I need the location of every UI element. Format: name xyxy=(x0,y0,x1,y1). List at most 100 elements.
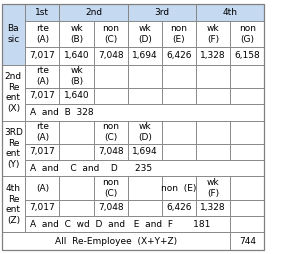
Bar xyxy=(230,232,264,250)
Text: non
(E): non (E) xyxy=(170,24,188,44)
Text: rte
(A): rte (A) xyxy=(36,122,49,142)
Text: non  (E): non (E) xyxy=(161,184,197,193)
Bar xyxy=(128,21,162,47)
Bar xyxy=(196,88,230,104)
Text: 2nd
Re
ent
(X): 2nd Re ent (X) xyxy=(5,72,22,113)
Bar xyxy=(59,177,94,200)
Bar xyxy=(230,120,264,144)
Bar xyxy=(25,216,230,232)
Text: 2nd: 2nd xyxy=(85,8,102,17)
Bar xyxy=(162,88,196,104)
Text: wk
(F): wk (F) xyxy=(207,24,220,44)
Text: 4th: 4th xyxy=(223,8,238,17)
Bar xyxy=(25,65,59,88)
Text: 1,328: 1,328 xyxy=(200,203,226,212)
Bar xyxy=(94,177,128,200)
Bar xyxy=(25,88,59,104)
Bar xyxy=(162,177,196,200)
Bar xyxy=(162,144,196,160)
Text: 1,640: 1,640 xyxy=(64,91,89,100)
Bar xyxy=(94,88,128,104)
Text: All  Re-Employee  (X+Y+Z): All Re-Employee (X+Y+Z) xyxy=(55,237,177,246)
Text: 6,426: 6,426 xyxy=(166,51,192,60)
Bar xyxy=(25,160,264,177)
Bar xyxy=(196,144,230,160)
Bar xyxy=(2,120,25,177)
Bar xyxy=(59,21,94,47)
Bar xyxy=(162,120,196,144)
Bar xyxy=(230,216,264,232)
Text: wk
(D): wk (D) xyxy=(138,122,152,142)
Text: 1,694: 1,694 xyxy=(132,51,158,60)
Bar xyxy=(230,65,264,88)
Bar xyxy=(94,120,128,144)
Text: 4th
Re
ent
(Z): 4th Re ent (Z) xyxy=(6,184,21,225)
Bar xyxy=(25,104,264,120)
Text: A  and    C  and    D      235: A and C and D 235 xyxy=(30,164,152,173)
Text: 1st: 1st xyxy=(35,8,49,17)
Bar xyxy=(2,4,264,250)
Bar xyxy=(128,47,162,65)
Bar xyxy=(162,65,196,88)
Bar xyxy=(94,65,128,88)
Text: (A): (A) xyxy=(36,184,49,193)
Bar xyxy=(230,200,264,216)
Bar xyxy=(59,88,94,104)
Bar xyxy=(59,200,94,216)
Bar xyxy=(230,88,264,104)
Text: rte
(A): rte (A) xyxy=(36,24,49,44)
Bar xyxy=(128,4,196,21)
Bar xyxy=(25,21,59,47)
Bar xyxy=(59,4,128,21)
Bar xyxy=(59,47,94,65)
Text: 7,017: 7,017 xyxy=(30,203,55,212)
Text: 1,328: 1,328 xyxy=(200,51,226,60)
Bar xyxy=(128,200,162,216)
Bar xyxy=(162,21,196,47)
Bar xyxy=(128,144,162,160)
Bar xyxy=(25,144,59,160)
Text: non
(C): non (C) xyxy=(102,178,119,198)
Bar xyxy=(2,177,25,232)
Bar xyxy=(94,144,128,160)
Bar xyxy=(128,177,162,200)
Bar xyxy=(2,232,230,250)
Text: 6,426: 6,426 xyxy=(166,203,192,212)
Bar xyxy=(128,65,162,88)
Bar xyxy=(25,47,59,65)
Text: 6,158: 6,158 xyxy=(235,51,260,60)
Bar xyxy=(162,47,196,65)
Bar xyxy=(196,4,264,21)
Bar xyxy=(196,177,230,200)
Bar xyxy=(196,47,230,65)
Bar xyxy=(25,120,59,144)
Text: 744: 744 xyxy=(239,237,256,246)
Bar xyxy=(59,65,94,88)
Text: 1,694: 1,694 xyxy=(132,147,158,156)
Bar xyxy=(25,4,59,21)
Text: 7,017: 7,017 xyxy=(30,91,55,100)
Bar xyxy=(2,4,25,65)
Text: rte
(A): rte (A) xyxy=(36,67,49,86)
Bar xyxy=(196,120,230,144)
Bar xyxy=(230,47,264,65)
Bar xyxy=(196,65,230,88)
Text: 7,048: 7,048 xyxy=(98,147,124,156)
Text: Ba
sic: Ba sic xyxy=(7,24,20,44)
Bar xyxy=(59,144,94,160)
Text: 7,017: 7,017 xyxy=(30,51,55,60)
Bar xyxy=(196,21,230,47)
Text: wk
(D): wk (D) xyxy=(138,24,152,44)
Bar xyxy=(94,21,128,47)
Text: 7,048: 7,048 xyxy=(98,203,124,212)
Text: A  and  B  328: A and B 328 xyxy=(30,108,94,117)
Bar xyxy=(162,200,196,216)
Text: 3rd: 3rd xyxy=(154,8,170,17)
Bar xyxy=(230,144,264,160)
Text: A  and  C  wd  D  and   E  and  F       181: A and C wd D and E and F 181 xyxy=(30,220,210,229)
Text: 1,640: 1,640 xyxy=(64,51,89,60)
Text: 3RD
Re
ent
(Y): 3RD Re ent (Y) xyxy=(4,128,23,169)
Text: non
(G): non (G) xyxy=(239,24,256,44)
Text: 7,017: 7,017 xyxy=(30,147,55,156)
Text: wk
(F): wk (F) xyxy=(207,178,220,198)
